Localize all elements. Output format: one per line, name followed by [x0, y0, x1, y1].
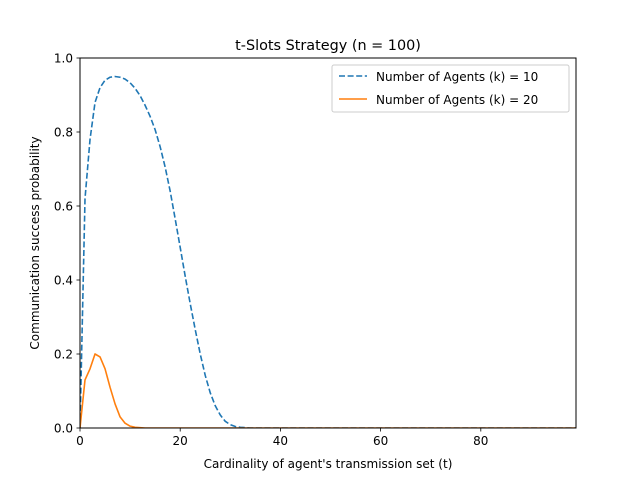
y-axis-ticks: 0.0 0.2 0.4 0.6 0.8 1.0 [54, 51, 80, 435]
y-tick-label: 0.0 [54, 421, 73, 435]
x-axis-ticks: 0 20 40 60 80 [76, 428, 488, 448]
legend-label-series-0: Number of Agents (k) = 10 [376, 70, 538, 84]
y-tick-label: 0.2 [54, 347, 73, 361]
legend-frame [331, 64, 570, 113]
x-axis-label: Cardinality of agent's transmission set … [204, 457, 453, 471]
y-tick-label: 1.0 [54, 51, 73, 65]
axes-background [80, 58, 576, 428]
y-tick-label: 0.6 [54, 199, 73, 213]
y-tick-label: 0.4 [54, 273, 73, 287]
chart-title: t-Slots Strategy (n = 100) [235, 38, 421, 54]
plot-area: 0 20 40 60 80 0.0 0.2 0.4 0.6 0.8 1.0 [54, 51, 577, 448]
legend: Number of Agents (k) = 10 Number of Agen… [331, 64, 570, 113]
x-tick-label: 80 [473, 434, 488, 448]
legend-label-series-1: Number of Agents (k) = 20 [376, 93, 538, 107]
axes-frame [79, 57, 577, 429]
series-line-0 [80, 75, 576, 428]
x-tick-label: 20 [173, 434, 188, 448]
x-tick-label: 0 [76, 434, 84, 448]
x-tick-label: 40 [273, 434, 288, 448]
y-axis-label: Communication success probability [28, 136, 42, 349]
x-tick-label: 60 [373, 434, 388, 448]
y-tick-label: 0.8 [54, 125, 73, 139]
